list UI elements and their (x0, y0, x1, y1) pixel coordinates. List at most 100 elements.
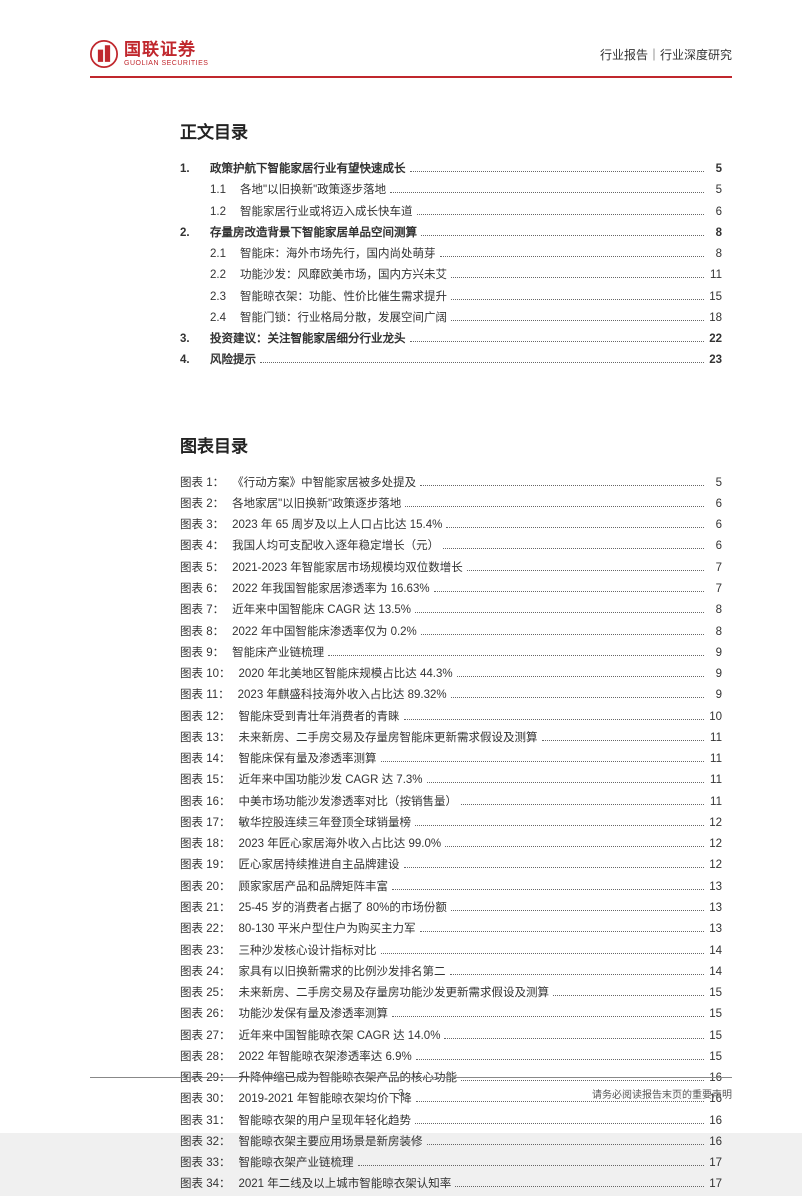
toc-text: 各地"以旧换新"政策逐步落地 (240, 180, 386, 201)
figure-prefix: 图表 27： (180, 1026, 231, 1047)
figure-page: 6 (708, 494, 722, 515)
hdr-left: 行业报告 (600, 48, 648, 62)
leader-dots (444, 1038, 704, 1039)
page-header: 国联证券 GUOLIAN SECURITIES 行业报告｜行业深度研究 (90, 40, 732, 68)
figure-title: 近年来中国智能床 CAGR 达 13.5% (232, 600, 411, 621)
figure-title: 家具有以旧换新需求的比例沙发排名第二 (239, 962, 446, 983)
figure-page: 8 (708, 600, 722, 621)
figure-title: 各地家居"以旧换新"政策逐步落地 (232, 494, 401, 515)
leader-dots (392, 1016, 704, 1017)
toc-num: 2.3 (210, 287, 240, 308)
figure-title: 2023 年 65 周岁及以上人口占比达 15.4% (232, 515, 442, 536)
toc-text: 投资建议：关注智能家居细分行业龙头 (210, 329, 406, 350)
toc-item: 2.存量房改造背景下智能家居单品空间测算8 (180, 223, 722, 244)
leader-dots (455, 1186, 704, 1187)
logo-cn: 国联证券 (124, 41, 208, 58)
figure-page: 12 (708, 813, 722, 834)
figure-item: 图表 2：各地家居"以旧换新"政策逐步落地6 (180, 494, 722, 515)
toc-num: 2.1 (210, 244, 240, 265)
figure-prefix: 图表 20： (180, 877, 231, 898)
leader-dots (410, 171, 705, 172)
figure-page: 16 (708, 1111, 722, 1132)
toc-num: 4. (180, 350, 210, 371)
figure-page: 12 (708, 855, 722, 876)
figure-item: 图表 17：敏华控股连续三年登顶全球销量榜12 (180, 813, 722, 834)
figure-page: 9 (708, 643, 722, 664)
figure-prefix: 图表 5： (180, 558, 224, 579)
toc-item: 2.1智能床：海外市场先行，国内尚处萌芽8 (180, 244, 722, 265)
figure-prefix: 图表 23： (180, 941, 231, 962)
figure-item: 图表 6：2022 年我国智能家居渗透率为 16.63%7 (180, 579, 722, 600)
figure-title: 智能晾衣架的用户呈现年轻化趋势 (239, 1111, 412, 1132)
figure-page: 17 (708, 1174, 722, 1195)
figure-page: 14 (708, 941, 722, 962)
leader-dots (421, 235, 704, 236)
leader-dots (381, 953, 705, 954)
toc-num: 1.2 (210, 202, 240, 223)
figure-prefix: 图表 13： (180, 728, 231, 749)
figure-title: 25-45 岁的消费者占据了 80%的市场份额 (239, 898, 447, 919)
leader-dots (328, 655, 704, 656)
header-rule (90, 76, 732, 78)
figure-item: 图表 3：2023 年 65 周岁及以上人口占比达 15.4%6 (180, 515, 722, 536)
header-meta: 行业报告｜行业深度研究 (600, 46, 732, 63)
figure-page: 5 (708, 473, 722, 494)
leader-dots (260, 362, 704, 363)
body-content: 正文目录 1.政策护航下智能家居行业有望快速成长51.1各地"以旧换新"政策逐步… (90, 118, 732, 1196)
leader-dots (415, 612, 704, 613)
figures-title: 图表目录 (180, 432, 722, 457)
figure-title: 2021-2023 年智能家居市场规模均双位数增长 (232, 558, 463, 579)
figure-title: 我国人均可支配收入逐年稳定增长（元） (232, 536, 439, 557)
leader-dots (404, 867, 705, 868)
leader-dots (410, 341, 705, 342)
leader-dots (434, 591, 704, 592)
figure-page: 6 (708, 536, 722, 557)
figure-title: 未来新房、二手房交易及存量房智能床更新需求假设及测算 (239, 728, 538, 749)
figure-item: 图表 26：功能沙发保有量及渗透率测算15 (180, 1004, 722, 1025)
toc-item: 2.2功能沙发：风靡欧美市场，国内方兴未艾11 (180, 265, 722, 286)
toc-num: 2.4 (210, 308, 240, 329)
figure-prefix: 图表 8： (180, 622, 224, 643)
figure-prefix: 图表 19： (180, 855, 231, 876)
figure-item: 图表 13：未来新房、二手房交易及存量房智能床更新需求假设及测算11 (180, 728, 722, 749)
toc-text: 智能床：海外市场先行，国内尚处萌芽 (240, 244, 436, 265)
figure-title: 2021 年二线及以上城市智能晾衣架认知率 (239, 1174, 452, 1195)
figure-prefix: 图表 4： (180, 536, 224, 557)
toc-item: 3.投资建议：关注智能家居细分行业龙头22 (180, 329, 722, 350)
figure-title: 2023 年匠心家居海外收入占比达 99.0% (239, 834, 442, 855)
leader-dots (451, 277, 704, 278)
figure-page: 12 (708, 834, 722, 855)
logo-icon (90, 40, 118, 68)
figure-item: 图表 19：匠心家居持续推进自主品牌建设12 (180, 855, 722, 876)
figure-prefix: 图表 3： (180, 515, 224, 536)
leader-dots (451, 697, 704, 698)
leader-dots (405, 506, 704, 507)
figure-item: 图表 11：2023 年麒盛科技海外收入占比达 89.32%9 (180, 685, 722, 706)
leader-dots (421, 634, 704, 635)
toc-page: 18 (708, 308, 722, 329)
footer-disclaimer: 请务必阅读报告末页的重要声明 (592, 1086, 732, 1101)
figure-title: 智能床保有量及渗透率测算 (239, 749, 377, 770)
brand-logo: 国联证券 GUOLIAN SECURITIES (90, 40, 208, 68)
leader-dots (420, 485, 704, 486)
leader-dots (404, 719, 705, 720)
leader-dots (457, 676, 704, 677)
figure-prefix: 图表 9： (180, 643, 224, 664)
figure-prefix: 图表 10： (180, 664, 231, 685)
figure-prefix: 图表 21： (180, 898, 231, 919)
figure-item: 图表 24：家具有以旧换新需求的比例沙发排名第二14 (180, 962, 722, 983)
figure-title: 2020 年北美地区智能床规模占比达 44.3% (239, 664, 453, 685)
figure-prefix: 图表 31： (180, 1111, 231, 1132)
figure-prefix: 图表 6： (180, 579, 224, 600)
figure-title: 三种沙发核心设计指标对比 (239, 941, 377, 962)
figure-title: 智能晾衣架产业链梳理 (239, 1153, 354, 1174)
figure-title: 近年来中国功能沙发 CAGR 达 7.3% (239, 770, 423, 791)
figure-prefix: 图表 32： (180, 1132, 231, 1153)
toc-page: 8 (708, 223, 722, 244)
figure-item: 图表 23： 三种沙发核心设计指标对比 14 (180, 941, 722, 962)
leader-dots (461, 804, 704, 805)
figure-item: 图表 21：25-45 岁的消费者占据了 80%的市场份额13 (180, 898, 722, 919)
toc-text: 智能家居行业或将迈入成长快车道 (240, 202, 413, 223)
figure-item: 图表 32：智能晾衣架主要应用场景是新房装修16 (180, 1132, 722, 1153)
figure-prefix: 图表 34： (180, 1174, 231, 1195)
